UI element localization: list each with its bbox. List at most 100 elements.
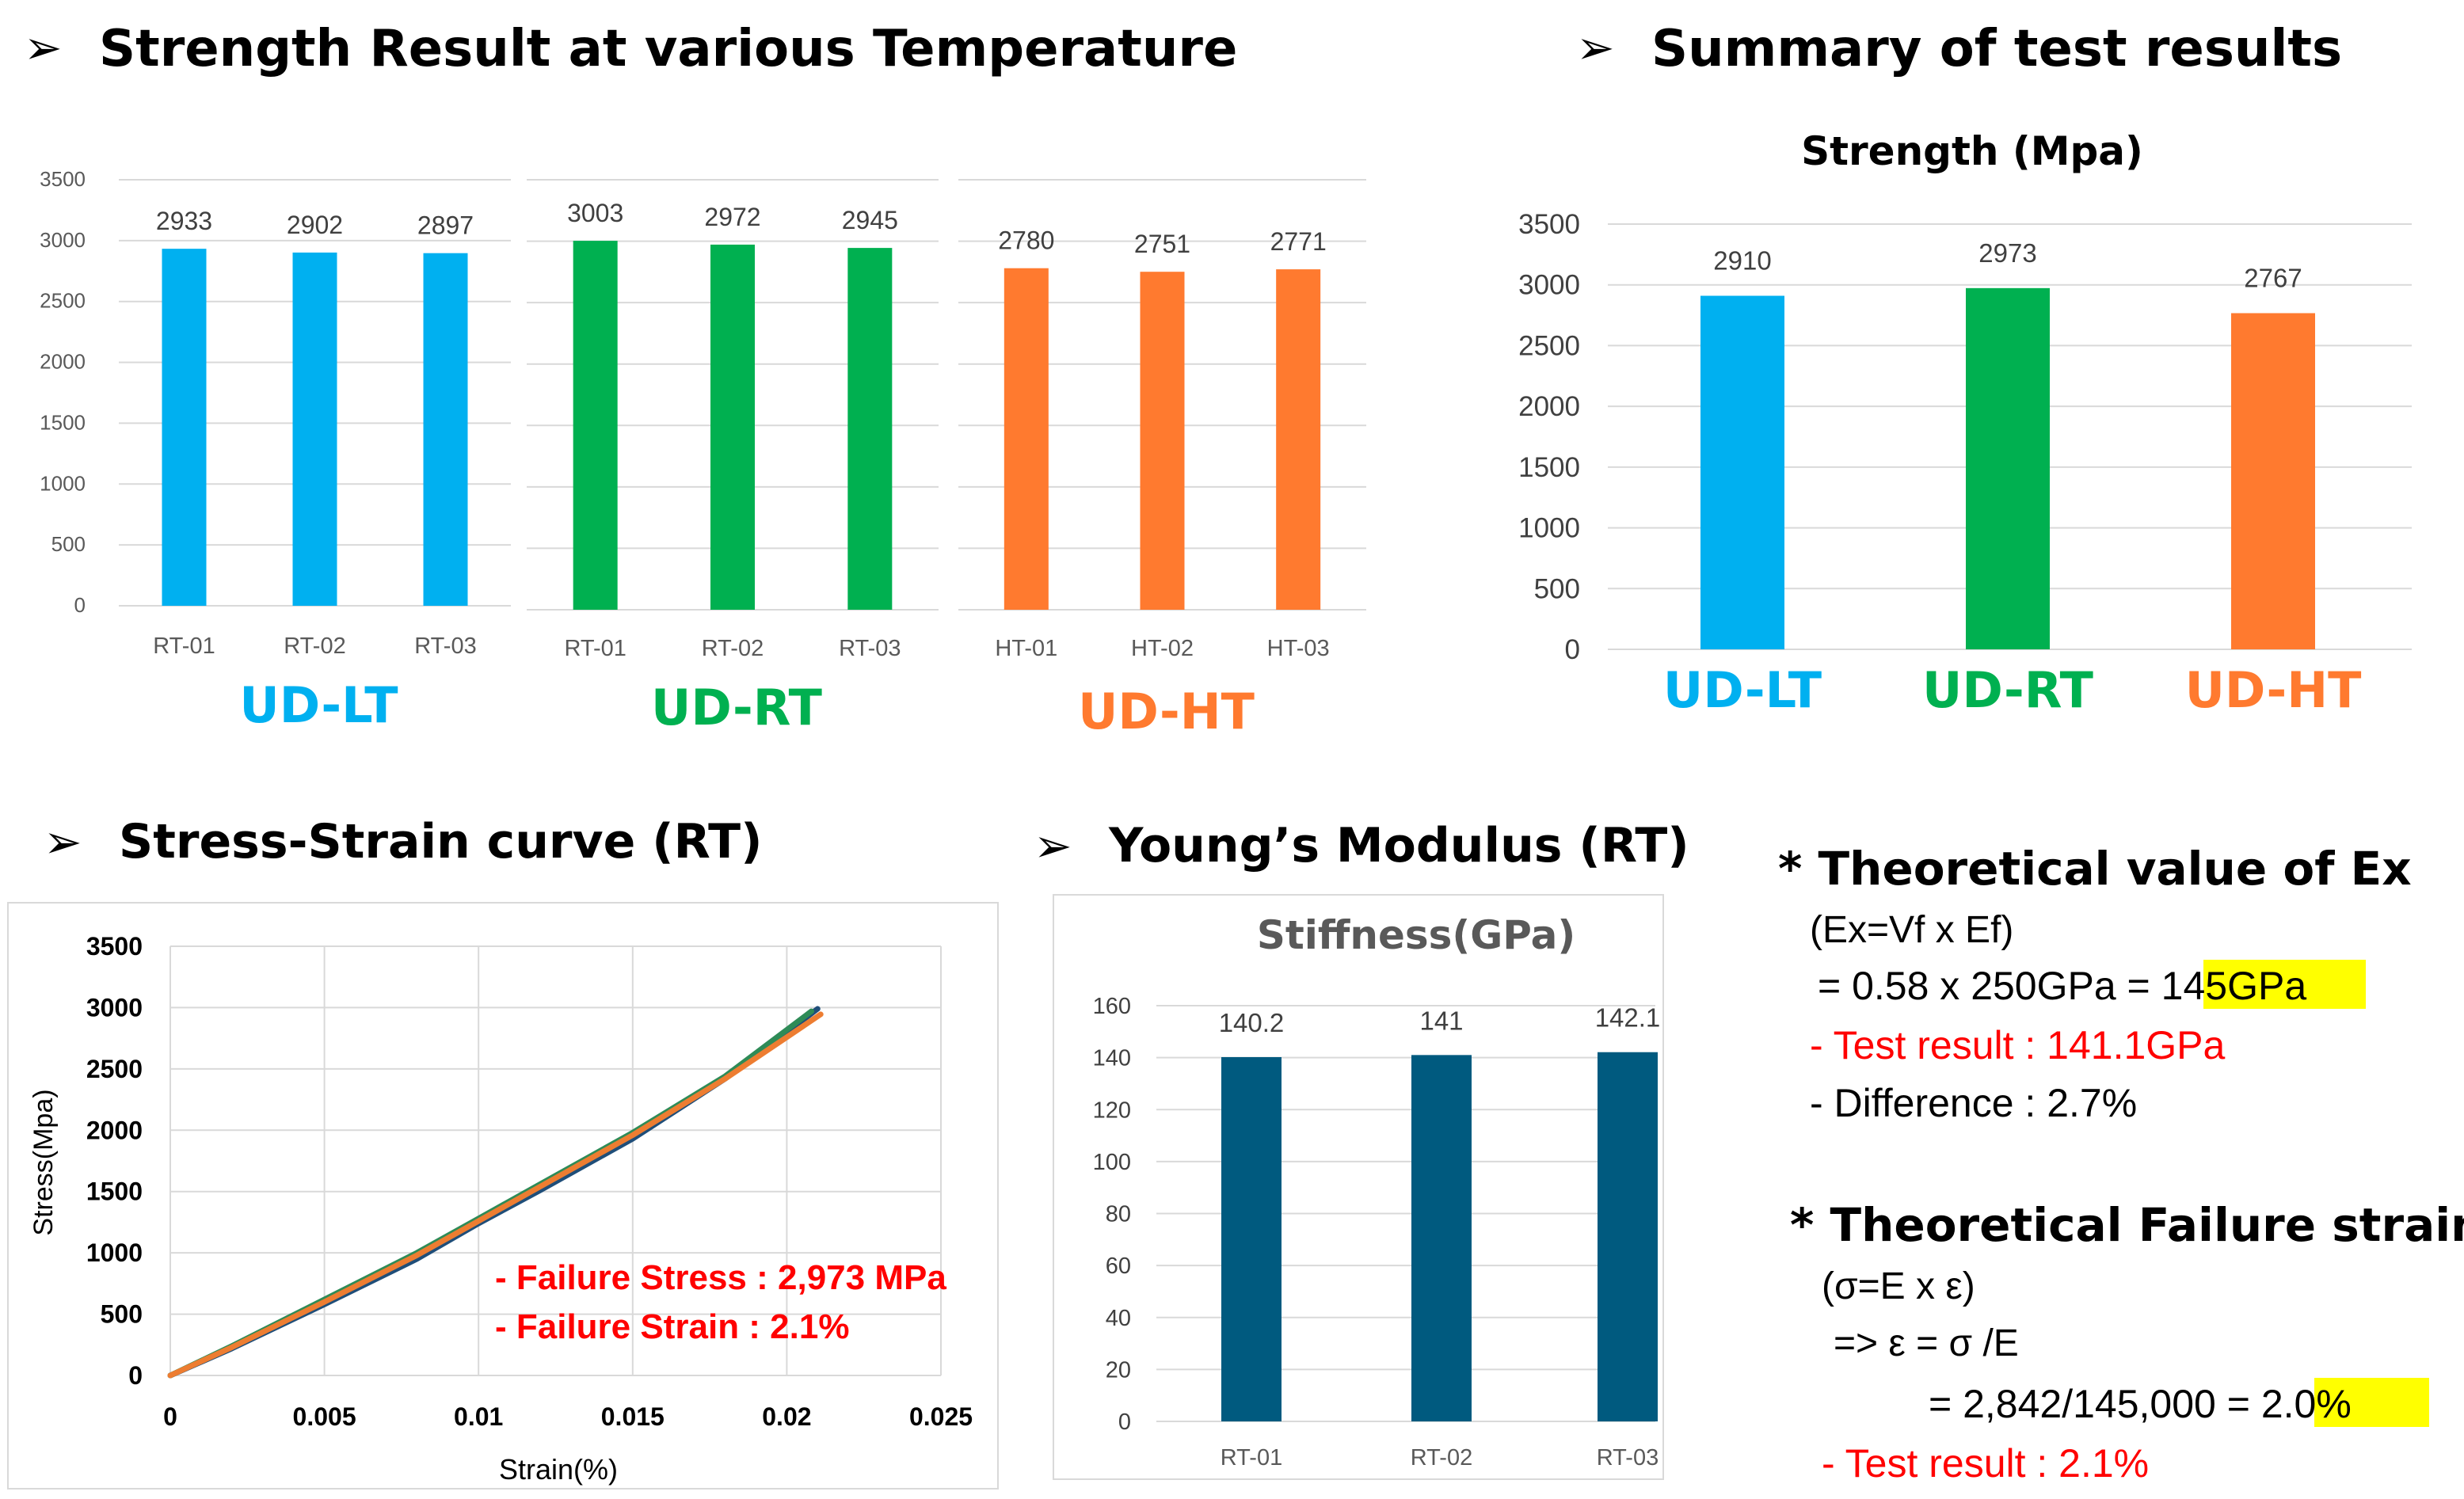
y-tick-label: 0: [128, 1361, 143, 1390]
stiffness-chart-frame: [1053, 894, 1664, 1480]
y-tick-label: 1000: [86, 1238, 143, 1267]
bar-ud-ht-ht-01: [1003, 268, 1049, 610]
data-label: 2751: [1134, 230, 1190, 258]
y-tick-label: 1500: [40, 410, 86, 434]
category-label-ud-rt: UD-RT: [1922, 661, 2093, 719]
theory-strain-test-result: - Test result : 2.1%: [1822, 1441, 2149, 1486]
stiffness-bar-rt-02: [1411, 1055, 1472, 1421]
bullet-arrow-icon: ➢: [1576, 21, 1615, 74]
group-label-ud-lt: UD-LT: [239, 676, 398, 734]
section-strength: ➢ Strength Result at various Temperature: [24, 20, 1237, 78]
bullet-arrow-icon: ➢: [24, 21, 63, 74]
x-tick-label: RT-03: [414, 633, 476, 659]
y-tick-label: 3500: [86, 932, 143, 961]
theory-ex-calc: = 0.58 x 250GPa = 145GPa: [1818, 964, 2306, 1008]
failure-strain-note: - Failure Strain : 2.1%: [495, 1307, 849, 1346]
stiffness-chart-title: Stiffness(GPa): [1257, 912, 1575, 958]
y-tick-label: 2500: [1518, 330, 1580, 361]
bar-ud-ht-ht-02: [1140, 272, 1185, 610]
y-tick-label: 80: [1106, 1202, 1131, 1227]
failure-annotations: - Failure Stress : 2,973 MPa - Failure S…: [495, 1258, 946, 1346]
summary-bar-ud-ht: [2231, 313, 2315, 649]
y-tick-label: 1000: [40, 471, 86, 495]
bar-ud-ht-ht-03: [1276, 269, 1321, 610]
stress-strain-chart: 0 500 1000 1500 2000 2500 3000 3500 0 0.005 0.01 0.…: [7, 902, 999, 1489]
section-stress-strain: ➢ Stress-Strain curve (RT): [44, 814, 763, 869]
y-tick-label: 100: [1093, 1150, 1131, 1175]
y-tick-label: 3000: [40, 228, 86, 252]
section-summary: ➢ Summary of test results: [1576, 20, 2342, 78]
theory-strain-formula: (σ=E x ε): [1822, 1265, 1975, 1307]
theory-ex-highlight: [2203, 960, 2366, 1009]
y-tick-label: 2500: [40, 289, 86, 313]
x-tick-label: RT-03: [1597, 1445, 1659, 1470]
bar-ud-rt-rt-03: [847, 248, 893, 610]
x-tick-label: RT-01: [153, 633, 215, 659]
y-tick-label: 140: [1093, 1046, 1131, 1071]
data-label: 2767: [2244, 263, 2302, 292]
bullet-arrow-icon: ➢: [1034, 819, 1072, 873]
y-tick-label: 0: [1118, 1410, 1131, 1435]
x-tick-label: 0.01: [454, 1402, 503, 1431]
theory-ex-formula: (Ex=Vf x Ef): [1810, 909, 2013, 951]
y-tick-label: 3000: [86, 993, 143, 1022]
x-tick-label: 0.015: [601, 1402, 665, 1431]
y-tick-label: 2000: [1518, 391, 1580, 422]
theory-ex-title: * Theoretical value of Ex: [1778, 842, 2412, 896]
y-tick-label: 3500: [40, 167, 86, 191]
x-tick-label: 0: [163, 1402, 177, 1431]
bar-ud-rt-rt-01: [573, 241, 618, 610]
y-tick-label: 3500: [1518, 209, 1580, 240]
theory-strain-calc: = 2,842/145,000 = 2.0%: [1929, 1382, 2352, 1426]
y-tick-label: 1000: [1518, 513, 1580, 544]
data-label: 141: [1419, 1006, 1463, 1035]
x-axis-title: Strain(%): [499, 1453, 618, 1486]
bar-ud-lt-rt-02: [292, 252, 337, 606]
x-tick-label: RT-01: [1221, 1445, 1282, 1470]
category-label-ud-ht: UD-HT: [2185, 661, 2362, 719]
y-tick-label: 3000: [1518, 270, 1580, 301]
heading-strength: Strength Result at various Temperature: [99, 20, 1237, 78]
y-tick-label: 120: [1093, 1098, 1131, 1123]
x-tick-label: 0.005: [293, 1402, 356, 1431]
data-label: 2771: [1270, 227, 1327, 256]
stiffness-chart: Stiffness(GPa) 0 20 40 60 80 100 120 140 160 140.2…: [1053, 894, 1664, 1480]
data-label: 2933: [156, 207, 212, 235]
x-tick-label: HT-02: [1131, 636, 1194, 661]
y-tick-label: 1500: [86, 1178, 143, 1206]
x-tick-label: RT-03: [839, 636, 901, 661]
y-tick-label: 160: [1093, 994, 1131, 1019]
data-label: 2902: [287, 211, 343, 239]
series-line-rt-03: [167, 1011, 824, 1379]
summary-bar-ud-rt: [1966, 287, 2050, 649]
data-label: 140.2: [1219, 1008, 1285, 1037]
x-tick-label: HT-01: [995, 636, 1057, 661]
theory-strain-title: * Theoretical Failure strain: [1790, 1198, 2464, 1252]
stiffness-bar-rt-03: [1598, 1052, 1658, 1421]
y-tick-label: 500: [1534, 573, 1580, 604]
x-tick-label: HT-03: [1267, 636, 1330, 661]
theory-ex-block: * Theoretical value of Ex (Ex=Vf x Ef) =…: [1778, 842, 2412, 1125]
bar-ud-lt-rt-01: [162, 249, 207, 606]
x-tick-label: RT-02: [702, 636, 764, 661]
x-tick-label: 0.02: [762, 1402, 811, 1431]
data-label: 2897: [417, 211, 474, 240]
y-tick-label: 1500: [1518, 452, 1580, 483]
y-tick-label: 20: [1106, 1357, 1131, 1383]
theory-strain-calc-value: 2.0%: [2261, 1382, 2352, 1426]
theory-strain-rearranged: => ε = σ /E: [1834, 1322, 2019, 1364]
data-label: 2780: [998, 226, 1054, 255]
stress-chart-frame: [7, 902, 999, 1489]
category-label-ud-lt: UD-LT: [1663, 661, 1822, 719]
y-tick-label: 0: [1565, 634, 1580, 665]
data-label: 2910: [1713, 246, 1771, 276]
summary-chart: Strength (Mpa) 0 500 1000 1500 2000 2500 3000 35…: [1518, 128, 2412, 719]
theory-ex-test-result: - Test result : 141.1GPa: [1810, 1023, 2226, 1067]
data-label: 3003: [567, 199, 623, 227]
theory-strain-highlight: [2314, 1378, 2429, 1427]
bar-ud-lt-rt-03: [423, 253, 468, 606]
y-axis-title: Stress(Mpa): [29, 1089, 59, 1235]
y-tick-label: 0: [74, 593, 86, 617]
bar-ud-rt-rt-02: [710, 244, 755, 610]
x-tick-label: 0.025: [909, 1402, 973, 1431]
